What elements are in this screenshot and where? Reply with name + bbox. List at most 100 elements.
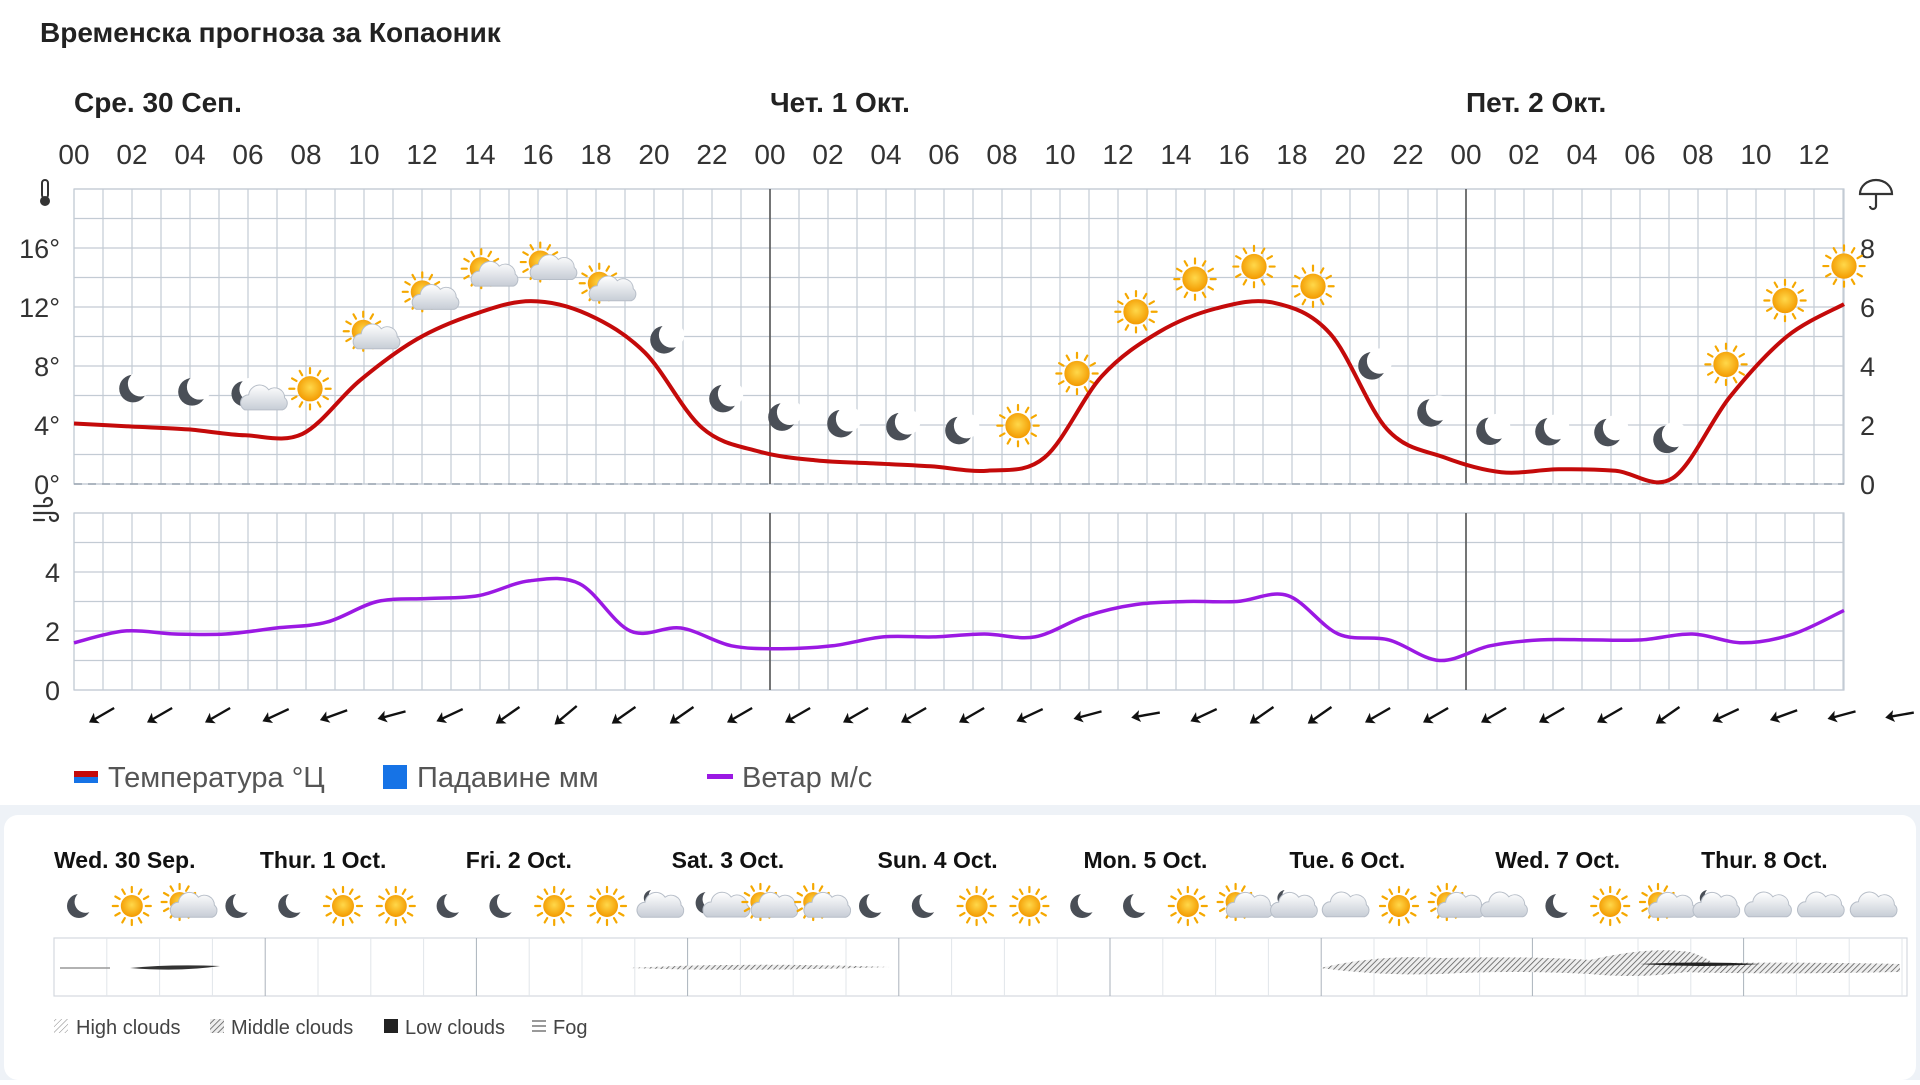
sun-cloud-icon <box>401 271 460 313</box>
extended-moon-icon <box>1123 890 1153 918</box>
hour-label: 06 <box>232 139 263 170</box>
extended-sun-icon <box>586 885 628 927</box>
moon-icon <box>945 412 980 445</box>
legend-temperature: Температура °Ц <box>74 762 325 794</box>
wind-arrow-icon <box>147 706 173 724</box>
hour-label: 10 <box>1044 139 1075 170</box>
extended-moon-icon <box>489 890 520 918</box>
hour-label: 08 <box>290 139 321 170</box>
extended-sun-cloud-icon <box>160 882 218 922</box>
extended-moon-icon <box>859 890 889 918</box>
extended-day-label: Thur. 8 Oct. <box>1701 847 1828 873</box>
wind-arrow-icon <box>1016 707 1044 723</box>
wind-arrow-icon <box>319 709 348 723</box>
sun-icon <box>1114 290 1158 334</box>
moon-icon <box>709 381 744 413</box>
hour-label: 00 <box>1450 139 1481 170</box>
hour-label: 14 <box>1160 139 1191 170</box>
wind-arrow-icon <box>495 705 521 724</box>
low-clouds-swatch <box>384 1019 398 1033</box>
hour-label: 02 <box>812 139 843 170</box>
extended-day-label: Wed. 30 Sep. <box>54 847 195 873</box>
extended-moon-icon <box>225 890 256 918</box>
extended-sun-cloud-icon <box>1216 882 1274 922</box>
hour-label: 16 <box>1218 139 1249 170</box>
extended-day-label: Wed. 7 Oct. <box>1495 847 1620 873</box>
hour-label: 04 <box>1566 139 1597 170</box>
legend-precipitation: Падавине мм <box>383 762 599 794</box>
cloud-legend: High clouds Middle clouds Low clouds Fog <box>54 1017 587 1039</box>
hour-label: 10 <box>1740 139 1771 170</box>
extended-day-label: Thur. 1 Oct. <box>260 847 387 873</box>
moon-icon <box>1358 348 1393 380</box>
hour-label: 22 <box>696 139 727 170</box>
extended-moon-cloud-big-icon <box>636 887 685 918</box>
hour-label: 22 <box>1392 139 1423 170</box>
wind-arrow-icon <box>1885 710 1914 722</box>
cloud-band-1 <box>130 965 220 970</box>
sun-cloud-icon <box>519 241 578 283</box>
extended-day-label: Sun. 4 Oct. <box>878 847 998 873</box>
wind-arrow-icon <box>1365 706 1391 724</box>
sun-icon <box>1232 244 1276 289</box>
moon-icon <box>178 374 213 406</box>
precipitation-tick: 6 <box>1860 293 1875 323</box>
wind-arrow-icon <box>901 706 927 724</box>
hour-label: 04 <box>174 139 205 170</box>
temperature-tick: 4° <box>34 411 60 441</box>
wind-line <box>73 576 1845 663</box>
hour-label: 14 <box>464 139 495 170</box>
extended-moon-icon <box>1070 890 1100 918</box>
sun-cloud-icon <box>578 262 637 304</box>
cloud-band-5 <box>1640 962 1760 966</box>
sun-icon <box>996 403 1040 448</box>
wind-arrow-icon <box>611 705 637 724</box>
moon-icon <box>1535 414 1570 446</box>
wind-arrow-icon <box>1131 710 1160 722</box>
hour-label: 20 <box>638 139 669 170</box>
extended-cloud-icon <box>1321 891 1370 918</box>
wind-arrow-icon <box>785 706 811 724</box>
middle-clouds-swatch <box>210 1019 224 1033</box>
extended-moon-cloud-big-icon <box>1270 887 1318 918</box>
moon-icon <box>1417 395 1452 427</box>
hour-label: 06 <box>1624 139 1655 170</box>
hour-label: 02 <box>1508 139 1539 170</box>
extended-sun-icon <box>534 885 575 927</box>
extended-day-label: Fri. 2 Oct. <box>466 847 572 873</box>
extended-moon-icon <box>278 890 308 918</box>
extended-sun-icon <box>375 885 416 927</box>
extended-day-label: Tue. 6 Oct. <box>1289 847 1405 873</box>
wind-arrow-icon <box>1712 707 1740 723</box>
legend-high-clouds: High clouds <box>76 1017 181 1039</box>
extended-sun-icon <box>956 885 997 927</box>
extended-weather-icons <box>67 882 1898 927</box>
wind-arrow-icon <box>89 706 115 724</box>
wind-arrow-icon <box>1827 710 1856 723</box>
wind-arrow-icon <box>669 705 695 724</box>
hour-label: 16 <box>522 139 553 170</box>
extended-sun-icon <box>1167 885 1208 927</box>
hour-label: 20 <box>1334 139 1365 170</box>
temperature-tick: 8° <box>34 352 60 382</box>
wind-axis: 0 2 4 <box>45 558 60 706</box>
hour-label: 08 <box>986 139 1017 170</box>
wind-arrow-icon <box>205 706 231 724</box>
hour-labels: 00 02 04 06 08 10 12 14 16 18 20 22 00 02 04 06 08 10 12 14… <box>58 139 1829 170</box>
precipitation-tick: 4 <box>1860 352 1875 382</box>
extended-sun-icon <box>111 885 152 927</box>
wind-tick: 4 <box>45 558 60 588</box>
legend-low-clouds: Low clouds <box>405 1017 505 1039</box>
extended-sun-cloud-icon <box>1638 882 1696 922</box>
wind-arrow-icon <box>727 706 753 724</box>
temperature-tick: 12° <box>19 293 60 323</box>
extended-moon-icon <box>436 890 467 918</box>
extended-sun-icon <box>1009 885 1050 927</box>
day-labels: Сре. 30 Сеп. Чет. 1 Окт. Пет. 2 Окт. <box>74 87 1606 118</box>
sun-cloud-icon <box>460 248 519 290</box>
day-label: Сре. 30 Сеп. <box>74 87 242 118</box>
legend-fog: Fog <box>553 1017 587 1039</box>
extended-sun-cloud-icon <box>741 882 799 922</box>
moon-icon <box>650 322 685 354</box>
